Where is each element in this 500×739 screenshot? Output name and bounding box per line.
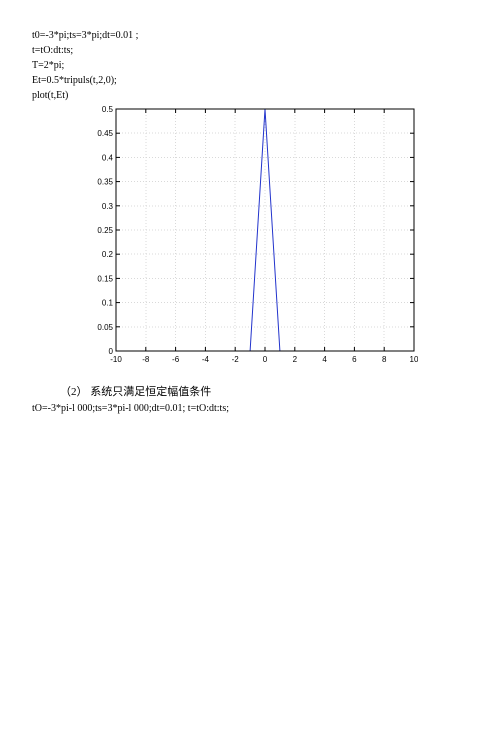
svg-text:8: 8 <box>382 355 387 364</box>
svg-text:0.2: 0.2 <box>102 250 114 259</box>
svg-text:0: 0 <box>109 347 114 356</box>
svg-text:0.45: 0.45 <box>97 129 113 138</box>
svg-text:0.3: 0.3 <box>102 202 114 211</box>
svg-text:-4: -4 <box>202 355 210 364</box>
section-2-heading: （2） 系统只满足恒定幅值条件 <box>60 383 468 399</box>
svg-text:-2: -2 <box>232 355 240 364</box>
code-line-2: t=tO:dt:ts; <box>32 43 468 58</box>
svg-text:10: 10 <box>410 355 418 364</box>
svg-text:0.1: 0.1 <box>102 299 114 308</box>
svg-text:-10: -10 <box>110 355 122 364</box>
svg-text:0.25: 0.25 <box>97 226 113 235</box>
svg-text:6: 6 <box>352 355 357 364</box>
section-2-code: tO=-3*pi-l 000;ts=3*pi-l 000;dt=0.01; t=… <box>32 401 468 416</box>
code-line-4: Et=0.5*tripuls(t,2,0); <box>32 73 468 88</box>
code-line-1: t0=-3*pi;ts=3*pi;dt=0.01 ; <box>32 28 468 43</box>
chart-plot: -10 -8 -6 -4 -2 0 2 4 6 8 10 0 0.05 0.1 0.15 0.2 0.25 0.3… <box>88 105 418 367</box>
code-line-5: plot(t,Et) <box>32 88 468 103</box>
svg-text:-6: -6 <box>172 355 180 364</box>
svg-text:-8: -8 <box>142 355 150 364</box>
svg-text:0.4: 0.4 <box>102 153 114 162</box>
svg-text:2: 2 <box>293 355 298 364</box>
svg-text:4: 4 <box>322 355 327 364</box>
svg-text:0.15: 0.15 <box>97 274 113 283</box>
svg-text:0.05: 0.05 <box>97 323 113 332</box>
svg-text:0.35: 0.35 <box>97 178 113 187</box>
svg-text:0: 0 <box>263 355 268 364</box>
svg-text:0.5: 0.5 <box>102 105 114 114</box>
chart-container: -10 -8 -6 -4 -2 0 2 4 6 8 10 0 0.05 0.1 0.15 0.2 0.25 0.3… <box>88 105 468 367</box>
code-line-3: T=2*pi; <box>32 58 468 73</box>
